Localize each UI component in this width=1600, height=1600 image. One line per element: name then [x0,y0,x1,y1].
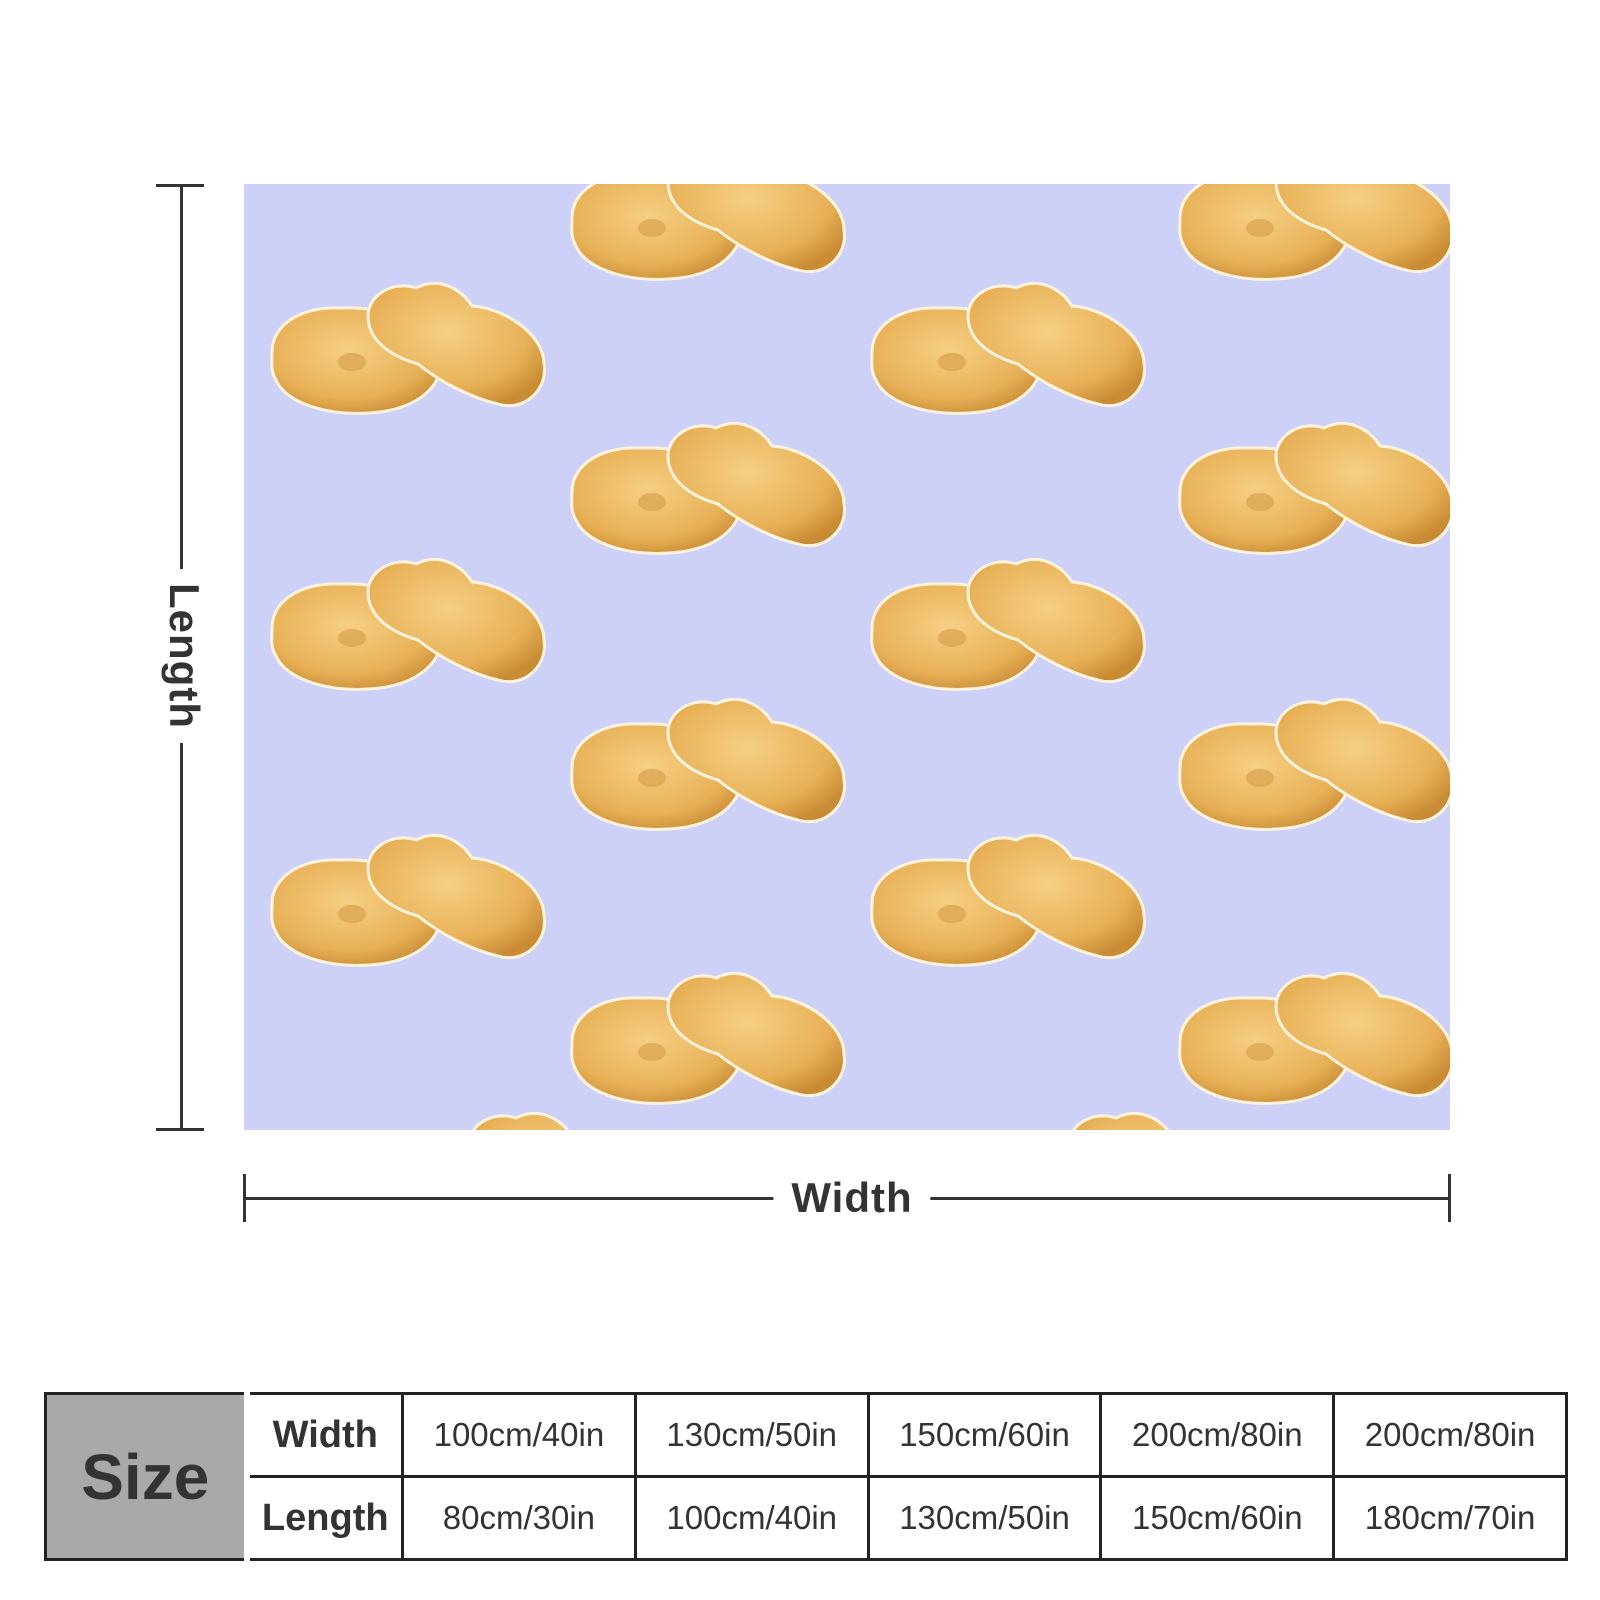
length-label: Length [160,569,208,743]
width-cell: 150cm/60in [866,1392,1103,1478]
nugget-pair-motif [1178,184,1450,281]
nugget-pair-motif [570,184,846,281]
width-label: Width [773,1174,931,1222]
width-cell: 130cm/50in [633,1392,870,1478]
size-table: Size Width 100cm/40in 130cm/50in 150cm/6… [44,1392,1568,1561]
size-table-row-width: Size Width 100cm/40in 130cm/50in 150cm/6… [44,1392,1568,1561]
length-cell: 100cm/40in [633,1475,870,1561]
length-cell: 130cm/50in [866,1475,1103,1561]
width-cell: 200cm/80in [1099,1392,1336,1478]
size-header: Size [44,1392,250,1561]
size-table-row-length: Length 80cm/30in 100cm/40in 130cm/50in 1… [46,1475,1568,1561]
width-cell: 200cm/80in [1332,1392,1568,1478]
width-right-tick [1448,1174,1451,1222]
row-label-length: Length [245,1475,404,1561]
length-cell: 150cm/60in [1099,1475,1336,1561]
length-cell: 80cm/30in [401,1475,637,1561]
length-cell: 180cm/70in [1332,1475,1568,1561]
row-label-width: Width [245,1392,404,1478]
length-bottom-tick [156,1128,204,1131]
nugget-pattern [244,184,1450,1130]
width-cell: 100cm/40in [401,1392,637,1478]
blanket-product-image [244,184,1450,1130]
